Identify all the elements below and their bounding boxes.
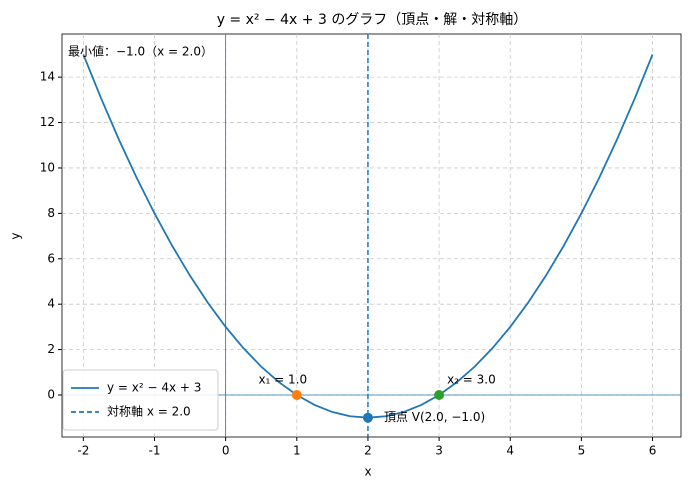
- x-tick-label: -2: [77, 444, 89, 458]
- annotation: 最小値：−1.0（x = 2.0）: [68, 44, 213, 59]
- y-axis-label: y: [9, 232, 23, 239]
- point: [291, 389, 302, 400]
- legend-box: [62, 369, 219, 431]
- y-tick-label: 6: [47, 251, 55, 265]
- x-axis-label: x: [364, 465, 371, 479]
- y-tick-label: 8: [47, 206, 55, 220]
- y-tick-label: 12: [40, 115, 55, 129]
- x-tick-label: 2: [364, 444, 372, 458]
- y-tick-label: 10: [40, 160, 55, 174]
- plot-frame: [61, 33, 682, 438]
- y-tick-label: 14: [40, 70, 55, 84]
- chart-title: y = x² − 4x + 3 のグラフ（頂点・解・対称軸）: [217, 12, 528, 28]
- point-label: x₂ = 3.0: [447, 372, 496, 386]
- x-tick-label: 3: [435, 444, 443, 458]
- y-tick-label: 0: [47, 387, 55, 401]
- point: [362, 412, 373, 423]
- point-label: x₁ = 1.0: [258, 372, 307, 386]
- x-tick-label: 4: [506, 444, 514, 458]
- y-tick-label: 4: [47, 297, 55, 311]
- legend-label: y = x² − 4x + 3: [107, 381, 201, 395]
- point: [434, 389, 445, 400]
- x-tick-label: 1: [293, 444, 301, 458]
- x-tick-label: 5: [578, 444, 586, 458]
- x-tick-label: 0: [222, 444, 230, 458]
- legend-label: 対称軸 x = 2.0: [107, 405, 191, 419]
- point-label: 頂点 V(2.0, −1.0): [384, 410, 485, 424]
- y-tick-label: 2: [47, 342, 55, 356]
- x-tick-label: 6: [649, 444, 657, 458]
- x-tick-label: -1: [149, 444, 161, 458]
